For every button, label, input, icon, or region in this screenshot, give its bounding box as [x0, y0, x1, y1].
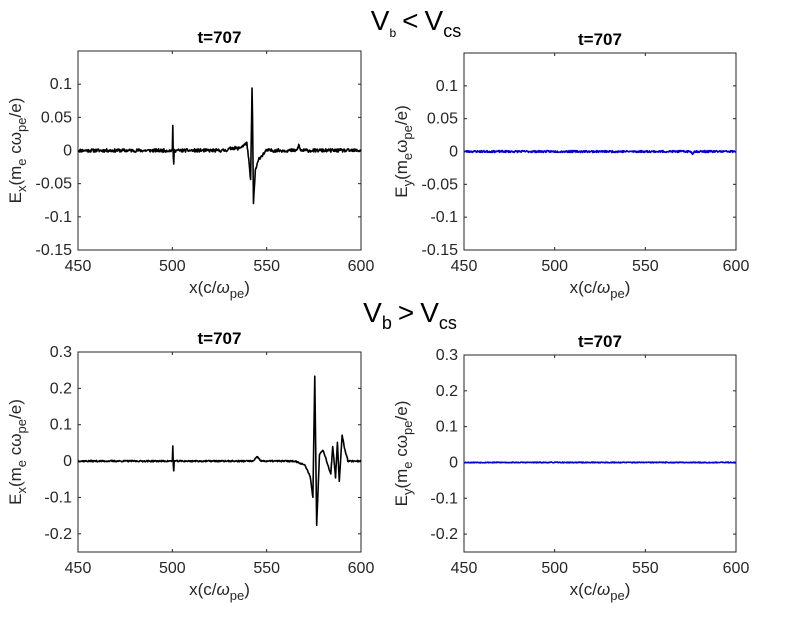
y-tick-label: 0 — [63, 143, 72, 160]
plot-frame — [77, 351, 362, 553]
x-tick-label: 550 — [632, 258, 659, 275]
y-tick-label: -0.15 — [422, 242, 459, 259]
plot-panel-4: 450 500 550 600 -0.2 -0.1 0 0.1 0.2 0.3 t=707 x(c/ω… — [392, 332, 749, 603]
y-tick-label: -0.2 — [430, 526, 458, 543]
y-axis-label: Ey(meωpe/e) — [392, 105, 415, 198]
x-axis-label: x(c/ωpe) — [189, 278, 250, 301]
x-tick-label: 600 — [723, 560, 750, 577]
y-tick-label: 0 — [449, 454, 458, 471]
y-tick-label: -0.2 — [44, 526, 72, 543]
y-tick-label: 0.1 — [50, 76, 72, 93]
y-tick-label: 0.3 — [50, 344, 72, 361]
y-axis-label: Ex(me cωpe/e) — [6, 98, 29, 204]
data-series-line — [463, 461, 737, 464]
data-series-line — [77, 87, 362, 205]
x-tick-label: 500 — [541, 560, 568, 577]
x-tick-label: 500 — [159, 560, 186, 577]
y-tick-label: -0.1 — [44, 209, 72, 226]
y-tick-label: 0 — [449, 144, 458, 161]
x-tick-label: 450 — [65, 560, 92, 577]
x-tick-label: 600 — [348, 560, 375, 577]
x-axis-label: x(c/ωpe) — [570, 580, 631, 603]
y-tick-label: 0 — [63, 453, 72, 470]
data-series-line — [77, 375, 362, 527]
x-tick-label: 500 — [159, 258, 186, 275]
x-tick-label: 550 — [253, 560, 280, 577]
plot-title: t=707 — [198, 329, 242, 348]
x-axis-label: x(c/ωpe) — [570, 278, 631, 301]
y-tick-label: 0.05 — [41, 109, 72, 126]
y-tick-label: 0.3 — [436, 347, 458, 364]
x-tick-label: 600 — [723, 258, 750, 275]
plot-title: t=707 — [198, 28, 242, 47]
y-tick-label: 0.2 — [436, 383, 458, 400]
y-tick-label: 0.05 — [427, 111, 458, 128]
y-tick-label: 0.2 — [50, 380, 72, 397]
y-axis-label: Ey(me cωpe/e) — [392, 401, 415, 507]
plot-panel-1: 450 500 550 600 -0.15 -0.1 -0.05 0 0.05 0.1 t=707 x… — [6, 28, 374, 301]
x-tick-label: 450 — [451, 560, 478, 577]
y-tick-label: -0.05 — [36, 176, 73, 193]
plot-title: t=707 — [578, 30, 622, 49]
y-tick-label: 0.1 — [436, 419, 458, 436]
plot-title: t=707 — [578, 332, 622, 351]
x-tick-label: 500 — [541, 258, 568, 275]
y-tick-label: -0.15 — [36, 242, 73, 259]
x-tick-label: 550 — [632, 560, 659, 577]
y-tick-label: -0.1 — [430, 490, 458, 507]
y-tick-label: -0.1 — [44, 489, 72, 506]
y-tick-label: -0.1 — [430, 209, 458, 226]
y-axis-label: Ex(me cωpe/e) — [6, 399, 29, 505]
condition-top: Vb < Vcs — [371, 5, 461, 41]
x-tick-label: 450 — [451, 258, 478, 275]
condition-bottom: Vb > Vcs — [363, 297, 457, 333]
data-series-line — [463, 149, 737, 156]
plot-panel-3: 450 500 550 600 -0.2 -0.1 0 0.1 0.2 0.3 t=707 x(c/ω… — [6, 329, 374, 603]
y-tick-label: 0.1 — [50, 417, 72, 434]
x-tick-label: 550 — [253, 258, 280, 275]
plot-panel-2: 450 500 550 600 -0.15 -0.1 -0.05 0 0.05 0.1 t=707 x… — [392, 30, 749, 301]
x-axis-label: x(c/ωpe) — [189, 580, 250, 603]
y-tick-label: 0.1 — [436, 78, 458, 95]
x-tick-label: 600 — [348, 258, 375, 275]
plot-frame — [463, 354, 737, 553]
x-tick-label: 450 — [65, 258, 92, 275]
y-tick-label: -0.05 — [422, 176, 459, 193]
